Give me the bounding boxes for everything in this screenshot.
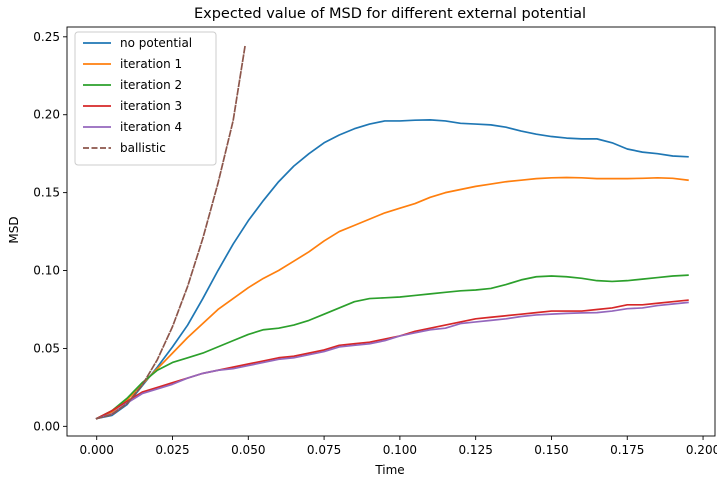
x-tick-label: 0.075 xyxy=(307,443,341,457)
series-line-iteration-1 xyxy=(95,176,689,420)
x-axis: 0.000 0.025 0.050 0.075 0.100 0.125 0.150 0.175… xyxy=(80,436,717,457)
y-tick-label: 0.15 xyxy=(33,186,60,200)
legend-label: iteration 3 xyxy=(120,99,182,113)
series-line-no-potential xyxy=(95,119,689,420)
plot-area xyxy=(66,26,716,437)
y-axis: 0.00 0.05 0.10 0.15 0.20 0.25 xyxy=(33,30,67,433)
y-tick-label: 0.10 xyxy=(33,264,60,278)
series-line-iteration-4 xyxy=(95,301,689,420)
legend-label: iteration 1 xyxy=(120,57,182,71)
series-line-iteration-2 xyxy=(95,274,689,420)
x-tick-label: 0.050 xyxy=(231,443,265,457)
series-line-ballistic xyxy=(95,43,247,420)
x-tick-label: 0.175 xyxy=(610,443,644,457)
chart-title: Expected value of MSD for different exte… xyxy=(194,6,586,22)
x-tick-label: 0.125 xyxy=(458,443,492,457)
y-tick-label: 0.00 xyxy=(33,419,60,433)
y-tick-label: 0.20 xyxy=(33,108,60,122)
legend-box xyxy=(74,31,217,166)
y-tick-label: 0.25 xyxy=(33,30,60,44)
x-axis-label: Time xyxy=(374,463,404,477)
x-tick-label: 0.025 xyxy=(155,443,189,457)
plot-frame xyxy=(66,26,716,437)
legend-label: no potential xyxy=(120,36,192,50)
y-tick-label: 0.05 xyxy=(33,341,60,355)
y-axis-label: MSD xyxy=(7,216,21,243)
legend-label: iteration 4 xyxy=(120,120,182,134)
legend-label: ballistic xyxy=(120,141,166,155)
x-tick-label: 0.200 xyxy=(686,443,717,457)
x-tick-label: 0.100 xyxy=(383,443,417,457)
x-tick-label: 0.000 xyxy=(80,443,114,457)
legend: no potential iteration 1 iteration 2 iterat… xyxy=(74,31,217,166)
legend-label: iteration 2 xyxy=(120,78,182,92)
x-tick-label: 0.150 xyxy=(534,443,568,457)
